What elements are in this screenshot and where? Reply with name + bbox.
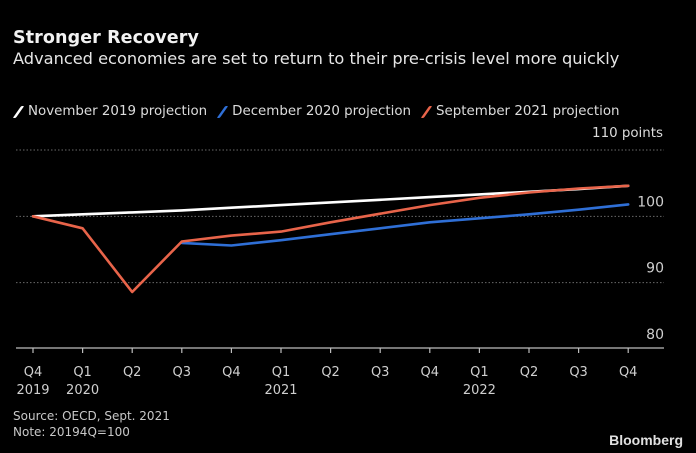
- legend: November 2019 projection December 2020 p…: [12, 104, 630, 119]
- legend-item-nov-2019: November 2019 projection: [12, 104, 208, 119]
- x-tick-label-year: 2021: [264, 383, 297, 398]
- x-tick-label-quarter: Q2: [123, 365, 142, 380]
- source-text: Source: OECD, Sept. 2021: [13, 409, 170, 423]
- legend-label: December 2020 projection: [232, 104, 412, 119]
- series-lines: [31, 184, 630, 294]
- y-axis-ticks: 80 90 100: [637, 194, 664, 343]
- x-tick-label-quarter: Q3: [371, 365, 390, 380]
- legend-label: September 2021 projection: [436, 104, 620, 119]
- x-tick-label-quarter: Q3: [173, 365, 192, 380]
- x-tick-label-quarter: Q4: [619, 365, 638, 380]
- legend-item-sep-2021: September 2021 projection: [420, 104, 620, 119]
- x-axis: Q4 2019 Q1 2020 Q2 Q3 Q4 Q1 2021 Q2 Q3 Q4 Q1 2022 Q2 Q3…: [16, 347, 664, 398]
- x-tick-label-year: 2020: [66, 383, 99, 398]
- gridlines: [16, 149, 664, 284]
- y-tick-label-80: 80: [646, 327, 664, 343]
- y-tick-label-90: 90: [646, 261, 664, 277]
- x-tick-label-quarter: Q4: [421, 365, 440, 380]
- x-tick-label-quarter: Q1: [272, 365, 291, 380]
- x-tick-label-quarter: Q2: [321, 365, 340, 380]
- bloomberg-logo: Bloomberg: [609, 432, 683, 448]
- x-tick-label-year: 2022: [463, 383, 496, 398]
- x-tick-label-quarter: Q4: [24, 365, 43, 380]
- x-tick-label-quarter: Q1: [73, 365, 92, 380]
- x-tick-label-quarter: Q3: [569, 365, 588, 380]
- y-axis-unit-label: 110 points: [592, 126, 663, 141]
- chart-subtitle: Advanced economies are set to return to …: [13, 49, 620, 68]
- series-line-december-2020-projection: [180, 203, 630, 247]
- footer-notes: Source: OECD, Sept. 2021 Note: 20194Q=10…: [13, 408, 170, 440]
- x-tick-label-quarter: Q4: [222, 365, 241, 380]
- x-tick-label-quarter: Q1: [470, 365, 489, 380]
- legend-label: November 2019 projection: [28, 104, 208, 119]
- x-tick-label-year: 2019: [16, 383, 49, 398]
- series-line-november-2019-projection: [31, 184, 630, 218]
- note-text: Note: 20194Q=100: [13, 425, 130, 439]
- legend-item-dec-2020: December 2020 projection: [216, 104, 412, 119]
- x-tick-label-quarter: Q2: [520, 365, 539, 380]
- chart-title: Stronger Recovery: [13, 28, 199, 48]
- y-tick-label-100: 100: [637, 194, 664, 210]
